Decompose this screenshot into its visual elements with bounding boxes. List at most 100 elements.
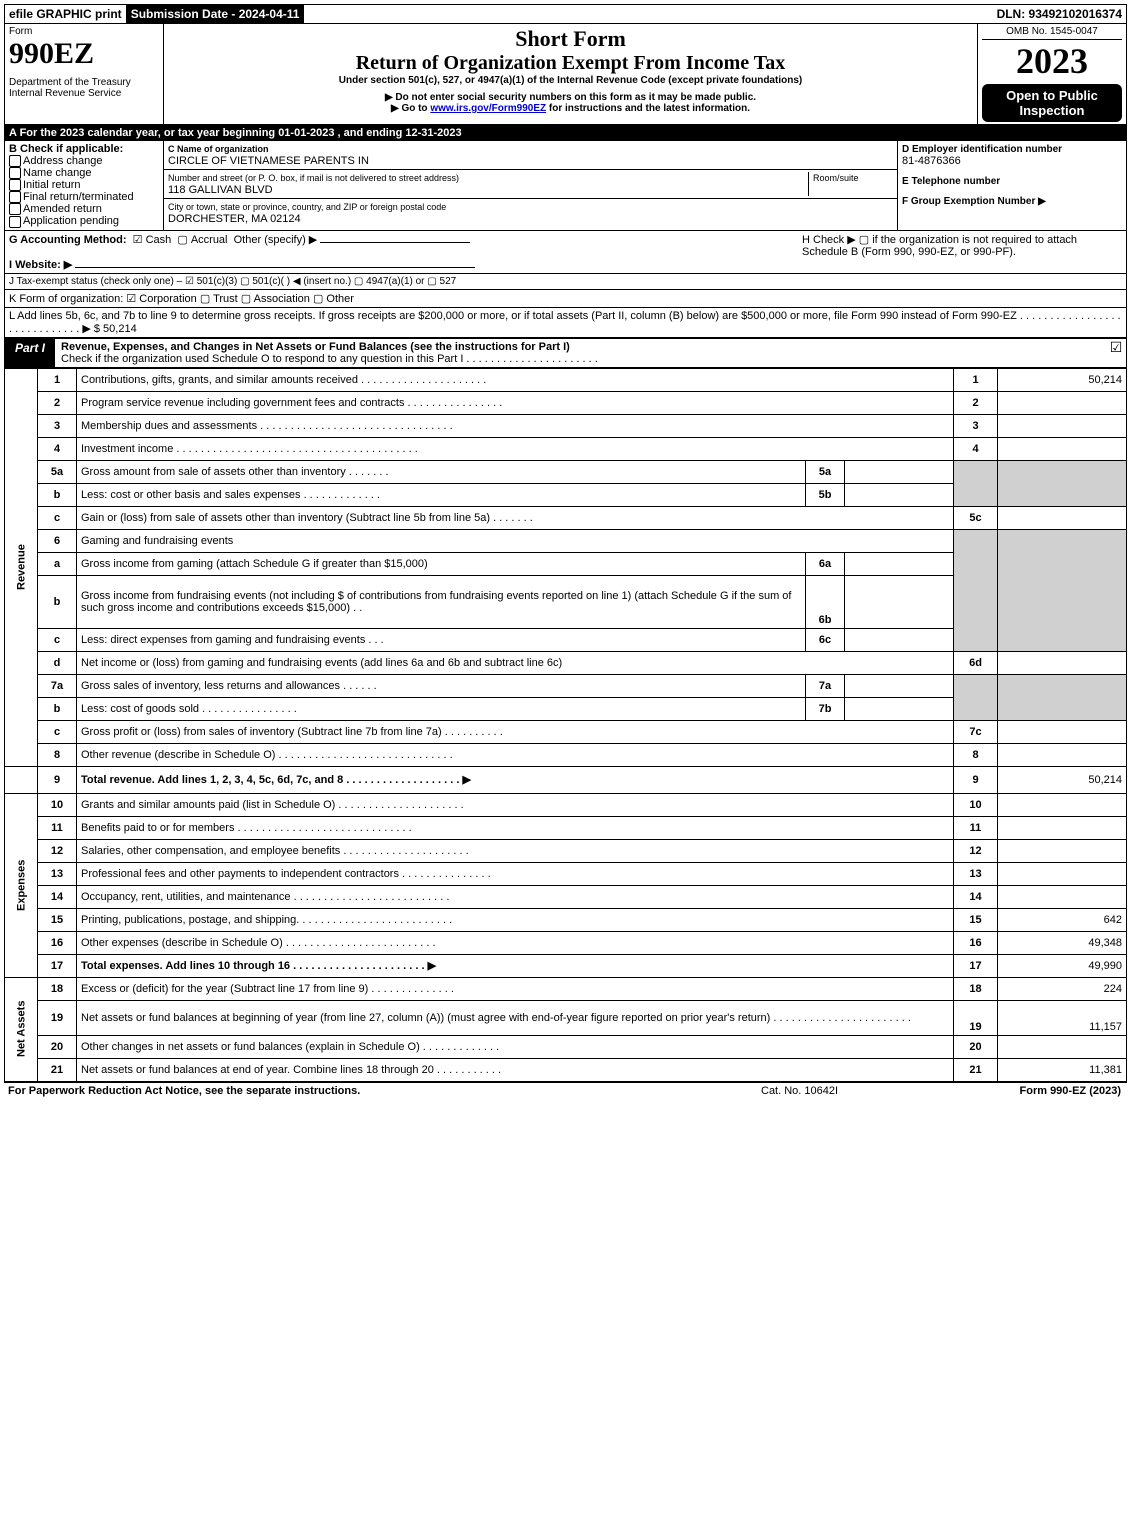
l7a-t: Gross sales of inventory, less returns a…	[77, 674, 806, 697]
l20-rn: 20	[954, 1035, 998, 1058]
g-accrual: Accrual	[191, 234, 228, 246]
l15-t: Printing, publications, postage, and shi…	[77, 908, 954, 931]
e-label: E Telephone number	[902, 176, 1000, 187]
note-pre: ▶ Go to	[391, 103, 430, 114]
l5c-v	[998, 506, 1127, 529]
l7-grey	[954, 674, 998, 720]
city: DORCHESTER, MA 02124	[168, 213, 301, 225]
l15-n: 15	[38, 908, 77, 931]
app-pending-label: Application pending	[23, 215, 119, 227]
l-row: L Add lines 5b, 6c, and 7b to line 9 to …	[5, 308, 1126, 338]
header-left: Form 990EZ Department of the Treasury In…	[5, 24, 164, 124]
part1-checkbox[interactable]: ☑	[1106, 339, 1126, 367]
l13-v	[998, 862, 1127, 885]
l6b-n: b	[38, 575, 77, 628]
l5a-t: Gross amount from sale of assets other t…	[77, 460, 806, 483]
addr-change-check[interactable]	[9, 155, 21, 167]
i-label: I Website: ▶	[9, 259, 72, 271]
l6b-sn: 6b	[806, 575, 845, 628]
netassets-label: Net Assets	[5, 977, 38, 1081]
l8-rn: 8	[954, 743, 998, 766]
l9-t: Total revenue. Add lines 1, 2, 3, 4, 5c,…	[77, 766, 954, 793]
street: 118 GALLIVAN BLVD	[168, 184, 273, 196]
l6b-sv	[845, 575, 954, 628]
efile-label: efile GRAPHIC print	[5, 5, 127, 23]
l13-rn: 13	[954, 862, 998, 885]
header-right: OMB No. 1545-0047 2023 Open to Public In…	[978, 24, 1126, 124]
l8-t: Other revenue (describe in Schedule O) .…	[77, 743, 954, 766]
l9-v: 50,214	[998, 766, 1127, 793]
l4-rn: 4	[954, 437, 998, 460]
name-change-check[interactable]	[9, 167, 21, 179]
l17-rn: 17	[954, 954, 998, 977]
amended-return-check[interactable]	[9, 203, 21, 215]
l6d-t: Net income or (loss) from gaming and fun…	[77, 651, 954, 674]
l13-n: 13	[38, 862, 77, 885]
tax-year: 2023	[982, 40, 1122, 82]
l12-n: 12	[38, 839, 77, 862]
part1-table: Revenue 1 Contributions, gifts, grants, …	[5, 368, 1126, 1082]
l5a-sn: 5a	[806, 460, 845, 483]
l15-v: 642	[998, 908, 1127, 931]
g-label: G Accounting Method:	[9, 234, 127, 246]
l11-rn: 11	[954, 816, 998, 839]
section-a: A For the 2023 calendar year, or tax yea…	[5, 125, 1126, 141]
form-word: Form	[9, 26, 159, 37]
l6a-t: Gross income from gaming (attach Schedul…	[77, 552, 806, 575]
note-goto: ▶ Go to www.irs.gov/Form990EZ for instru…	[168, 103, 973, 114]
l6-grey	[954, 529, 998, 651]
g-cash: Cash	[146, 234, 172, 246]
l21-t: Net assets or fund balances at end of ye…	[77, 1058, 954, 1081]
l6c-t: Less: direct expenses from gaming and fu…	[77, 628, 806, 651]
l7-greyv	[998, 674, 1127, 720]
l7b-n: b	[38, 697, 77, 720]
section-b: B Check if applicable: Address change Na…	[5, 141, 164, 230]
initial-return-check[interactable]	[9, 179, 21, 191]
l6d-rn: 6d	[954, 651, 998, 674]
dept: Department of the Treasury	[9, 77, 159, 88]
l7c-t: Gross profit or (loss) from sales of inv…	[77, 720, 954, 743]
footer-right-bold: 990-EZ	[1050, 1085, 1086, 1097]
l16-v: 49,348	[998, 931, 1127, 954]
l5ab-grey	[954, 460, 998, 506]
l13-t: Professional fees and other payments to …	[77, 862, 954, 885]
l5b-sn: 5b	[806, 483, 845, 506]
l14-v	[998, 885, 1127, 908]
l3-n: 3	[38, 414, 77, 437]
l7c-n: c	[38, 720, 77, 743]
title-main: Return of Organization Exempt From Incom…	[168, 52, 973, 75]
l9-rn: 9	[954, 766, 998, 793]
l17-t: Total expenses. Add lines 10 through 16 …	[77, 954, 954, 977]
expenses-label: Expenses	[5, 793, 38, 977]
l11-n: 11	[38, 816, 77, 839]
app-pending-check[interactable]	[9, 216, 21, 228]
k-row: K Form of organization: ☑ Corporation ▢ …	[5, 290, 1126, 308]
l19-v: 11,157	[998, 1000, 1127, 1035]
l6d-n: d	[38, 651, 77, 674]
l6a-sn: 6a	[806, 552, 845, 575]
submission-date: Submission Date - 2024-04-11	[127, 5, 305, 23]
l21-rn: 21	[954, 1058, 998, 1081]
l11-t: Benefits paid to or for members . . . . …	[77, 816, 954, 839]
l6-greyv	[998, 529, 1127, 651]
final-return-check[interactable]	[9, 191, 21, 203]
footer-right-post: (2023)	[1086, 1085, 1121, 1097]
l12-t: Salaries, other compensation, and employ…	[77, 839, 954, 862]
footer-right: Form 990-EZ (2023)	[961, 1085, 1121, 1097]
b-label: B Check if applicable:	[9, 143, 159, 155]
l18-v: 224	[998, 977, 1127, 1000]
part1-header: Part I Revenue, Expenses, and Changes in…	[5, 338, 1126, 368]
l5b-t: Less: cost or other basis and sales expe…	[77, 483, 806, 506]
l21-v: 11,381	[998, 1058, 1127, 1081]
l17-v: 49,990	[998, 954, 1127, 977]
l7b-sv	[845, 697, 954, 720]
amended-return-label: Amended return	[23, 203, 102, 215]
initial-return-label: Initial return	[23, 179, 80, 191]
form-number: 990EZ	[9, 37, 159, 71]
ein: 81-4876366	[902, 155, 961, 167]
l4-n: 4	[38, 437, 77, 460]
l9-tb: Total revenue. Add lines 1, 2, 3, 4, 5c,…	[81, 774, 471, 786]
l5ab-greyv	[998, 460, 1127, 506]
l10-rn: 10	[954, 793, 998, 816]
irs-link[interactable]: www.irs.gov/Form990EZ	[430, 103, 546, 114]
